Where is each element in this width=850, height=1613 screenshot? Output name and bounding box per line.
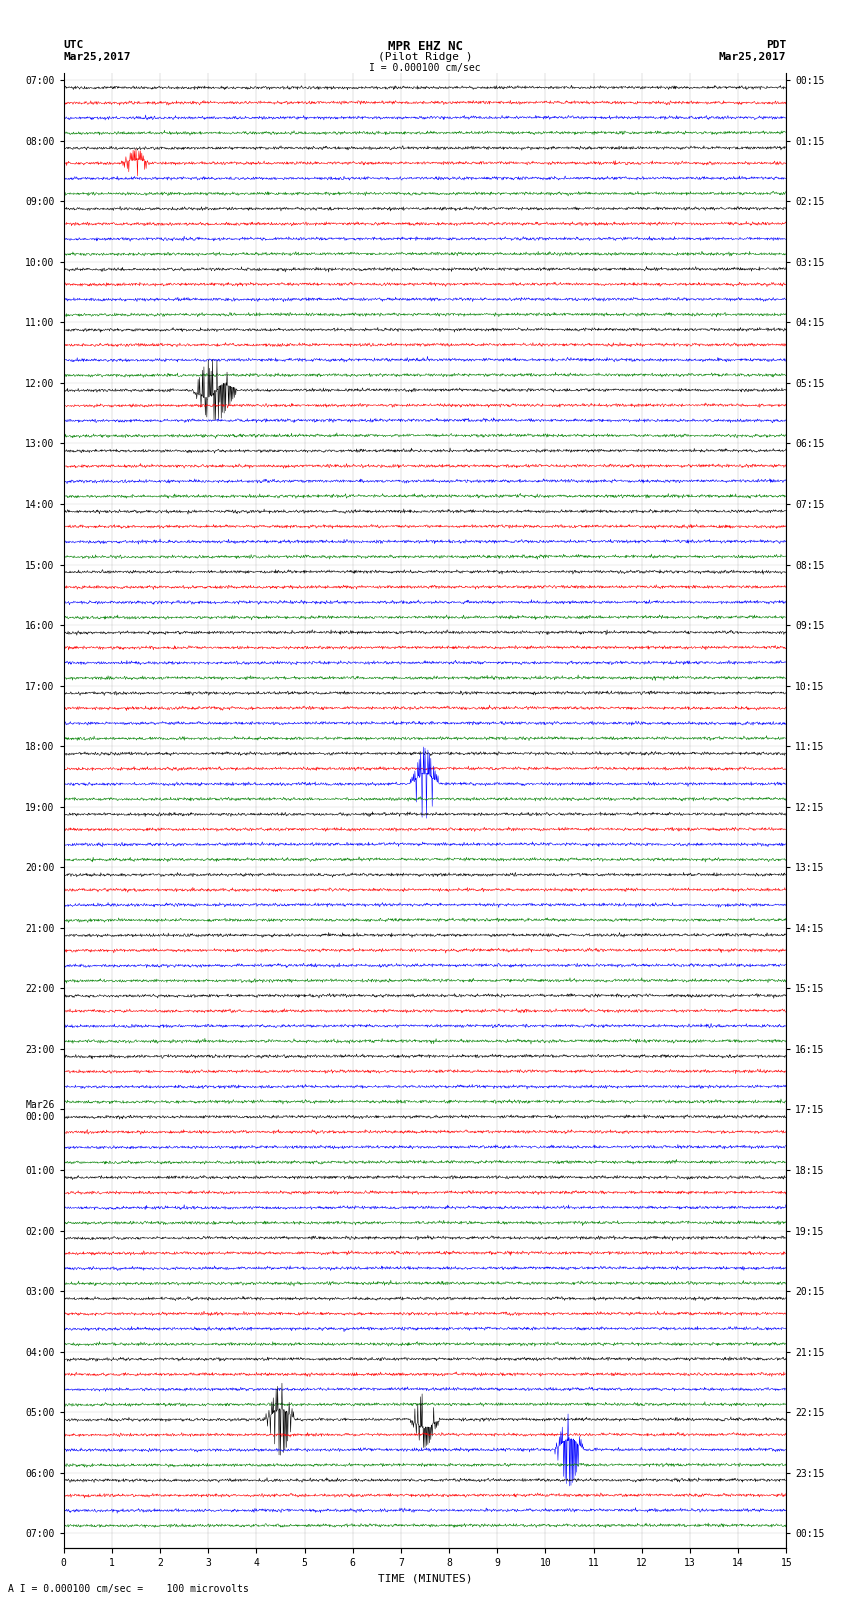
Text: (Pilot Ridge ): (Pilot Ridge ) <box>377 52 473 61</box>
Text: Mar25,2017: Mar25,2017 <box>64 52 131 61</box>
Text: UTC: UTC <box>64 40 84 50</box>
Text: MPR EHZ NC: MPR EHZ NC <box>388 40 462 53</box>
Text: PDT: PDT <box>766 40 786 50</box>
Text: Mar25,2017: Mar25,2017 <box>719 52 786 61</box>
Text: I = 0.000100 cm/sec: I = 0.000100 cm/sec <box>369 63 481 73</box>
X-axis label: TIME (MINUTES): TIME (MINUTES) <box>377 1574 473 1584</box>
Text: A I = 0.000100 cm/sec =    100 microvolts: A I = 0.000100 cm/sec = 100 microvolts <box>8 1584 249 1594</box>
